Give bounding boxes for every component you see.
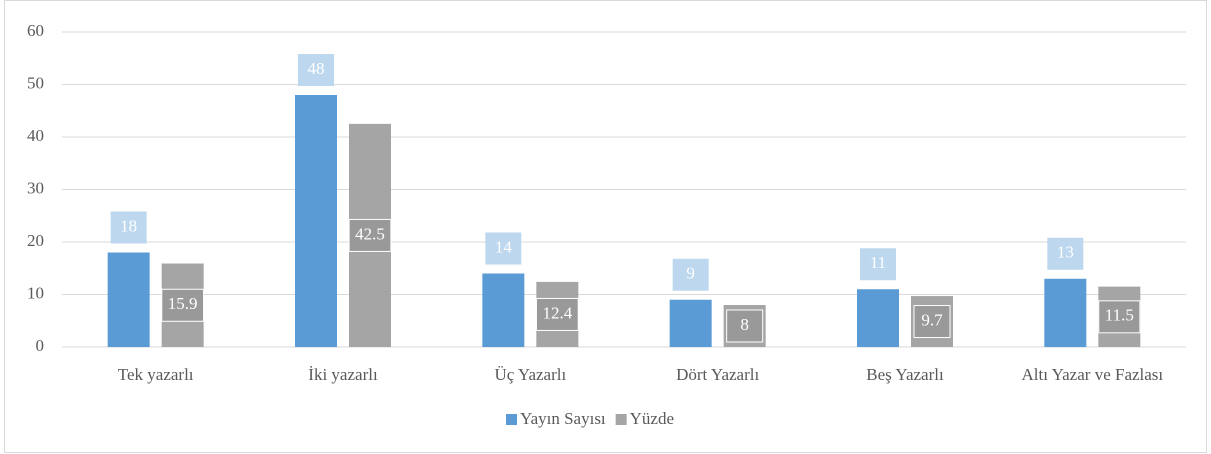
y-tick-label: 20: [27, 231, 44, 250]
data-label-box: [161, 288, 205, 322]
data-label-box: [1098, 300, 1141, 334]
data-label: 18: [120, 216, 137, 235]
data-label: 48: [308, 59, 325, 78]
bar: [857, 289, 899, 347]
x-tick-label: Beş Yazarlı: [866, 365, 944, 384]
bar: [669, 299, 712, 347]
data-label: 15.9: [168, 294, 198, 313]
data-label-box: [535, 297, 579, 331]
y-tick-label: 40: [27, 126, 44, 145]
data-label: 8: [740, 315, 749, 334]
data-label: 9.7: [921, 310, 943, 329]
bar: [295, 95, 337, 347]
y-tick-label: 10: [27, 283, 44, 302]
data-label-box: [672, 258, 709, 291]
chart-border: [4, 0, 1207, 453]
data-label: 12.4: [542, 303, 572, 322]
legend-swatch: [615, 414, 627, 425]
data-label: 13: [1057, 243, 1074, 262]
data-label-box: [348, 218, 392, 252]
x-tick-label: Altı Yazar ve Fazlası: [1022, 365, 1164, 384]
data-label-box: [1047, 237, 1084, 270]
data-label: 14: [495, 237, 513, 256]
data-label-box: [485, 232, 522, 265]
data-label: 11: [870, 253, 886, 272]
x-tick-label: Üç Yazarlı: [494, 365, 566, 384]
data-label-box: [860, 248, 896, 281]
data-label-box: [913, 305, 951, 339]
y-tick-label: 50: [27, 73, 44, 92]
data-label-box: [298, 54, 334, 86]
legend-swatch: [506, 414, 517, 425]
data-label-box: [110, 211, 147, 244]
y-tick-label: 30: [27, 178, 44, 197]
data-label: 11.5: [1105, 306, 1134, 325]
data-label-box: [726, 309, 764, 343]
x-tick-label: Tek yazarlı: [118, 365, 194, 384]
y-tick-label: 60: [27, 21, 44, 40]
bar: [1044, 278, 1087, 347]
bar: [482, 273, 525, 347]
x-tick-label: İki yazarlı: [308, 365, 378, 384]
legend-label: Yayın Sayısı: [520, 409, 606, 428]
legend-label: Yüzde: [630, 409, 674, 428]
data-label: 42.5: [355, 224, 385, 243]
bar: [107, 252, 150, 347]
y-tick-label: 0: [36, 336, 45, 355]
x-tick-label: Dört Yazarlı: [676, 365, 759, 384]
data-label: 9: [686, 264, 695, 283]
